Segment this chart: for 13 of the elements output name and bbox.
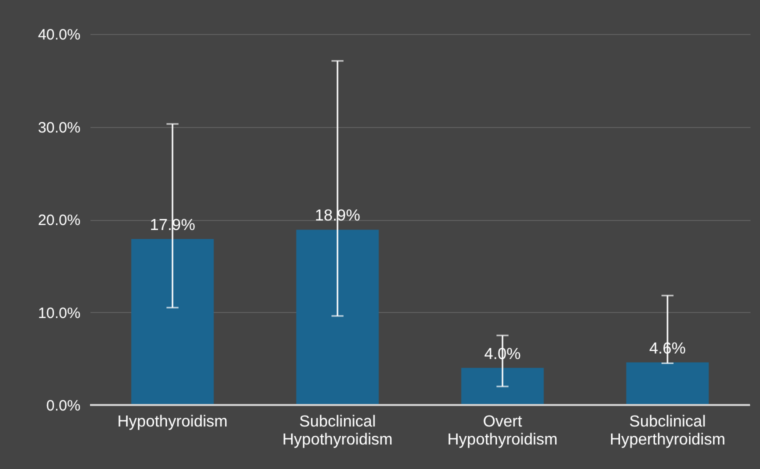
x-tick-label: Subclinical Hyperthyroidism (610, 414, 726, 448)
y-tick-label: 10.0% (38, 304, 80, 322)
bar (461, 368, 544, 405)
y-tick-label: 0.0% (46, 398, 80, 414)
y-tick-label: 40.0% (38, 26, 80, 44)
y-tick-label: 20.0% (38, 212, 80, 229)
bar (131, 238, 214, 405)
x-tick-label: Overt Hypothyroidism (447, 414, 558, 448)
x-tick-label: Hypothyroidism (117, 414, 228, 430)
x-tick-label: Subclinical Hypothyroidism (282, 414, 393, 448)
bar (296, 230, 379, 405)
bar (626, 362, 709, 405)
y-tick-label: 30.0% (38, 119, 80, 136)
